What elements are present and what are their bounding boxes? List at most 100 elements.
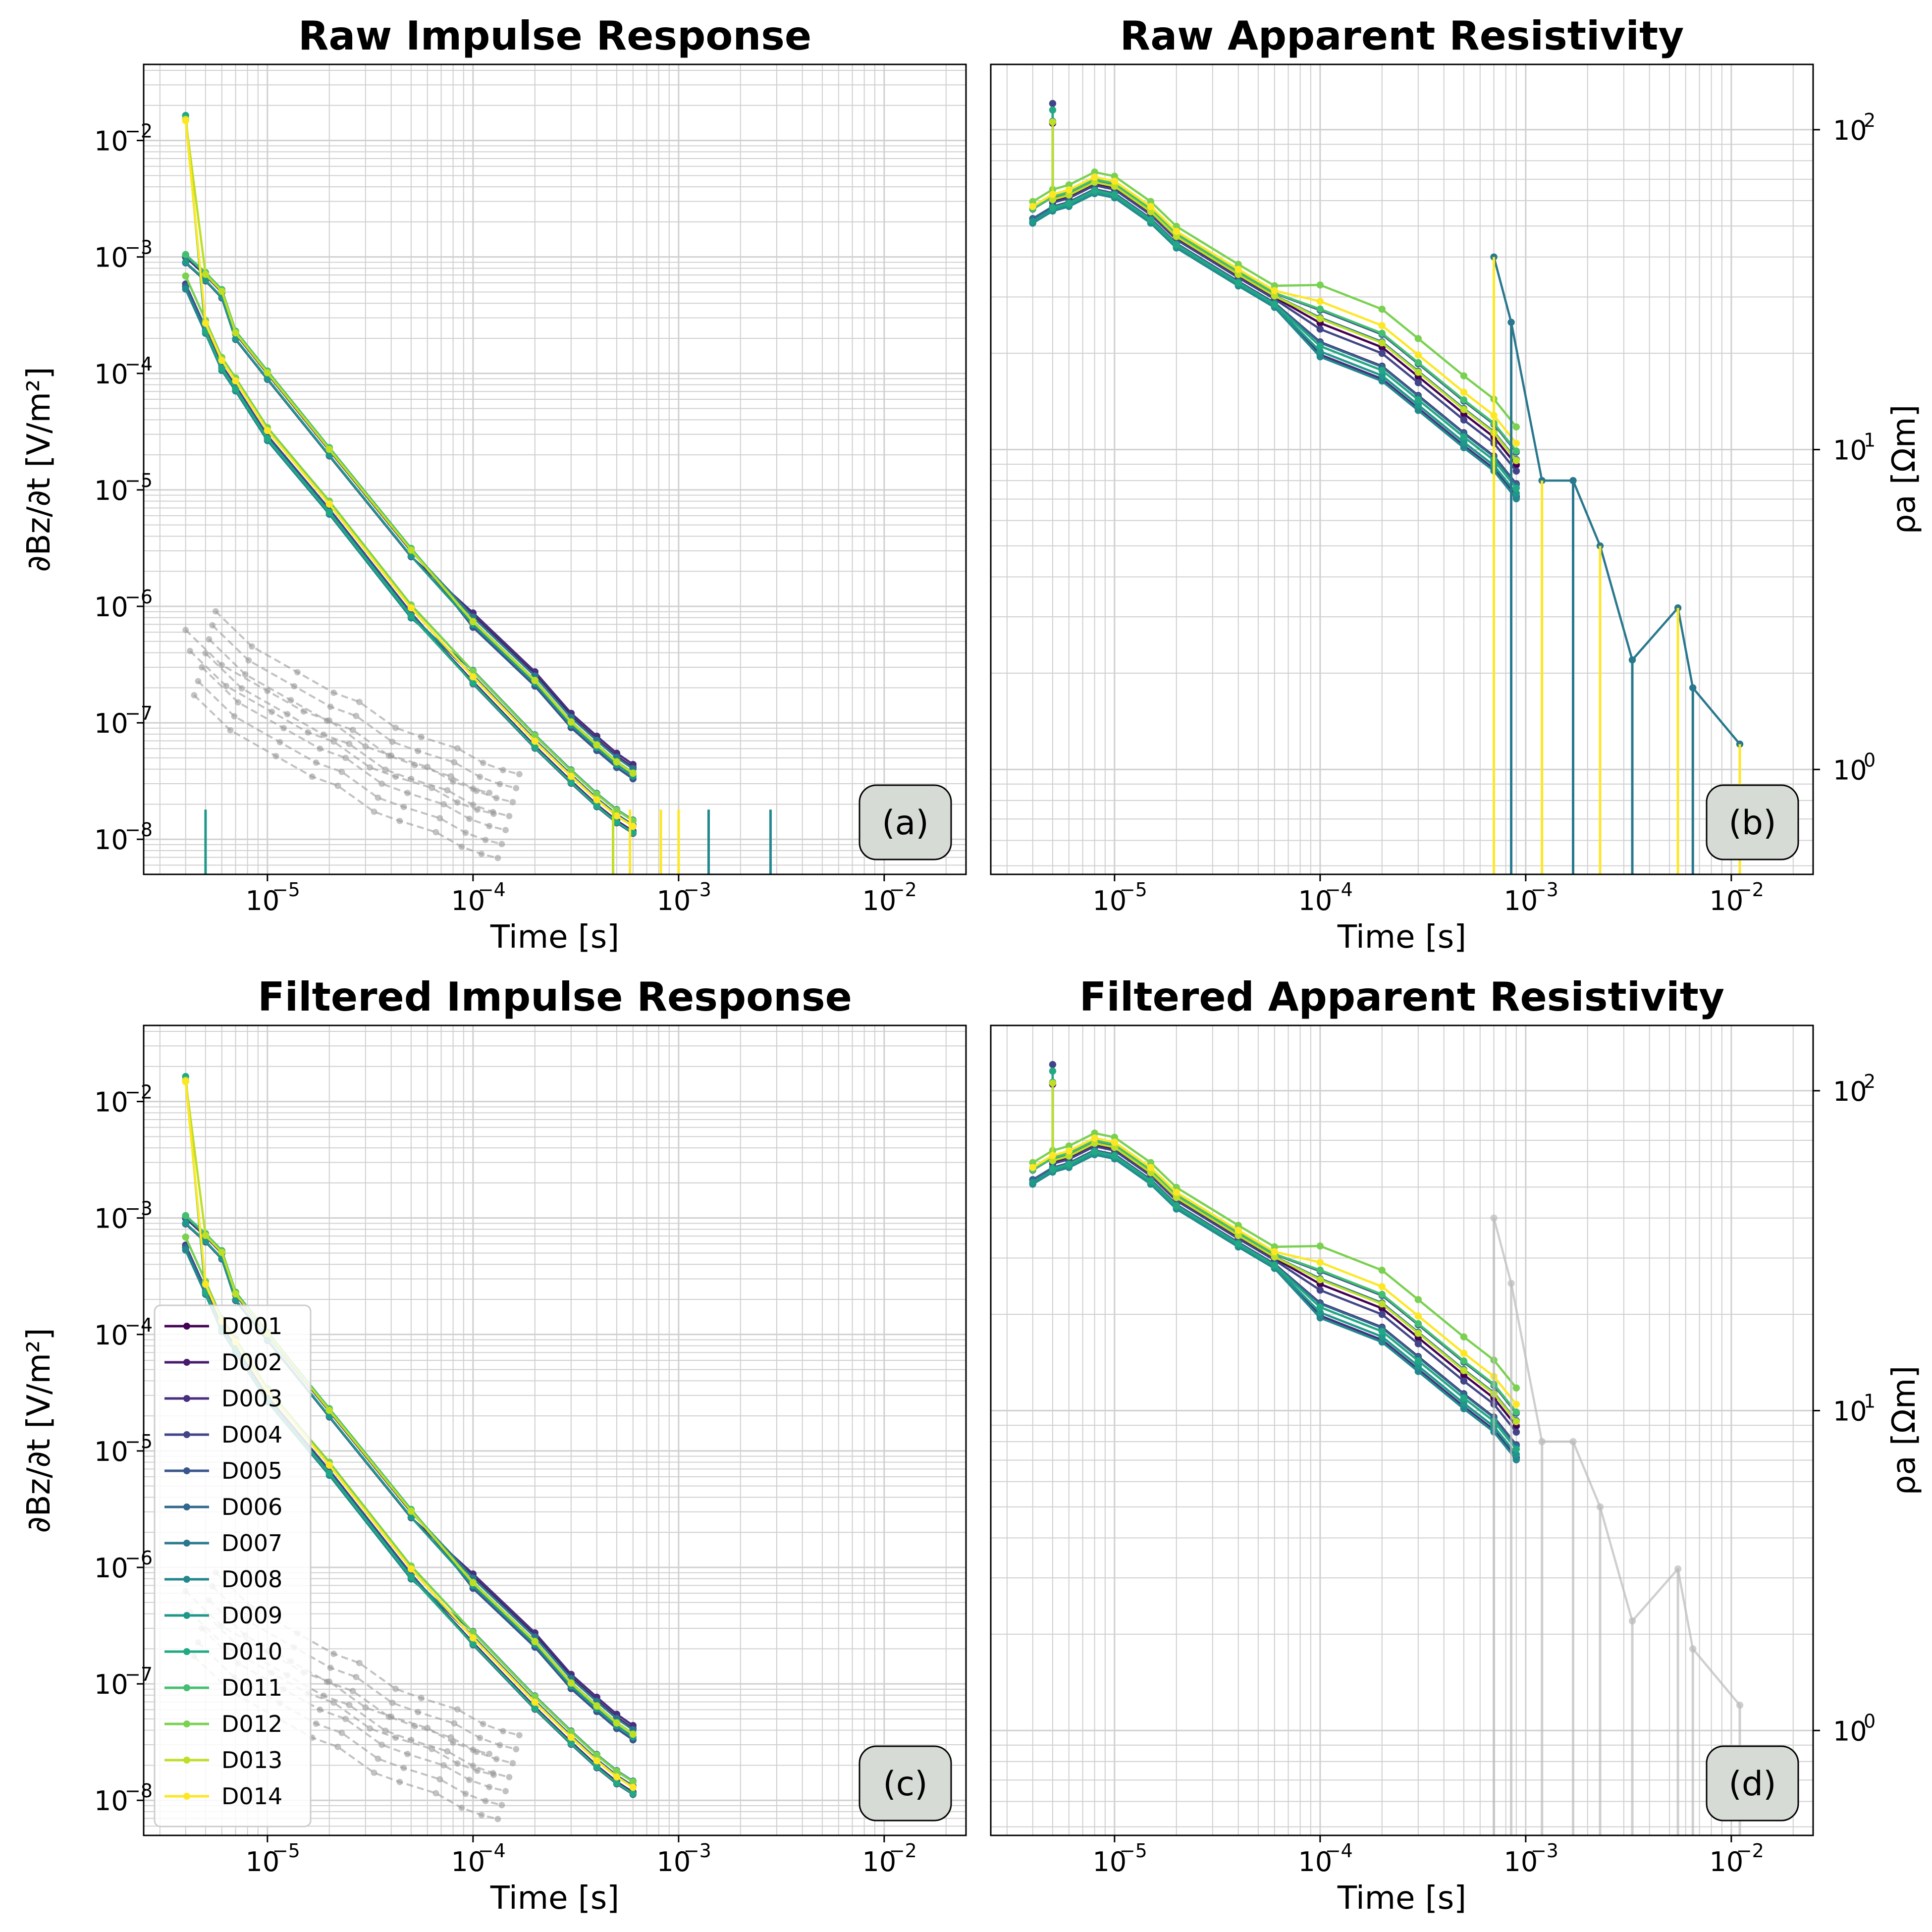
series-D013-point [1316,315,1324,322]
series-D010-point [1414,1357,1422,1365]
series-D010-point [1316,342,1324,350]
series-D008-point [182,285,189,293]
series-D014-point [1111,177,1119,185]
x-tick-exponent: −2 [1736,1840,1764,1862]
series-D004-point [1414,1340,1422,1347]
noise-floor-curve-point [466,815,473,822]
series-D012-point [1316,1242,1324,1250]
noise-floor-curve-point [498,841,505,848]
noise-floor-curve-point [480,759,486,766]
noise-floor-curve [208,1600,513,1765]
series-D013-point [1049,1079,1057,1087]
series-D012-point [1234,1222,1242,1229]
noise-floor-curve-point [309,773,316,780]
series-D013-point [1234,270,1242,278]
noise-floor-curve-point [516,771,523,778]
noise-floor-curve-point [454,1706,461,1713]
series-D008-point [1316,353,1324,361]
x-tick-exponent: −4 [478,1840,506,1862]
noise-floor-curve-point [473,787,480,794]
series-D013-point [613,758,621,766]
noise-floor-curve-point [447,1734,454,1741]
noise-floor-curve-point [346,741,353,748]
noise-floor-curve-point [451,1720,458,1727]
noise-floor-curve [212,624,517,789]
noise-floor-curve-point [353,1673,360,1680]
series-D010-point [1234,279,1242,286]
series-D014-point [1147,203,1155,210]
y-tick-label: 10 [94,242,128,273]
noise-floor-curve-point [349,1688,356,1694]
legend-label-D008: D008 [221,1566,282,1593]
series-D012-point [593,790,600,798]
legend-label-D003: D003 [221,1385,282,1412]
noise-floor-curve-point [470,1763,477,1770]
x-tick-exponent: −3 [1531,1840,1558,1862]
noise-floor-curve-point [494,1816,501,1823]
series-D014-point [531,738,538,745]
noise-floor-curve-point [478,1812,485,1819]
legend-marker-D011 [183,1684,190,1691]
series-D013-point [1147,208,1155,215]
series-D011-point [1316,305,1324,313]
x-tick-label: 10 [1298,885,1332,916]
noise-floor-curve-point [477,1734,483,1741]
series-D014-point [1316,298,1324,305]
series-D012-point [469,1628,477,1636]
panel-badge [859,1745,952,1822]
series-D012-point [1065,181,1073,189]
series-D014-point [613,1773,621,1781]
series-D014-point [629,822,637,830]
legend-label-D010: D010 [221,1638,282,1665]
noise-floor-curve [193,1655,498,1820]
noise-floor-curve [215,1571,520,1736]
noise-floor-curve-point [516,1732,523,1739]
noise-floor-curve-point [415,1709,422,1716]
legend-marker-D014 [183,1793,190,1800]
noise-floor-curve-point [327,703,334,710]
x-tick-label: 10 [1709,1846,1743,1878]
series-D012-point [1378,306,1386,313]
series-D013-point [1271,292,1278,300]
x-tick-exponent: −5 [1120,879,1147,901]
panel-badge-label: (b) [1728,804,1776,843]
noise-floor-curve-point [432,1790,439,1797]
series-D014-point [1029,203,1036,210]
series-D004-point [1512,1428,1520,1436]
noise-floor-curve-point [264,688,271,695]
x-axis-label: Time [s] [490,1880,619,1917]
y-tick-exponent: 1 [1864,1391,1876,1412]
series-D013-point [407,546,415,554]
series-D010-point [469,679,477,687]
noise-floor-curve-point [218,662,225,668]
series-D013 [1051,122,1517,462]
series-D010-point [1414,396,1422,404]
noise-floor-curve-point [458,1804,465,1811]
legend-marker-D012 [183,1720,190,1727]
series-D014-point [182,117,189,124]
series-D010-point [1091,1148,1098,1155]
series-D013-point [1065,1152,1073,1160]
series-D014-point [1460,388,1468,396]
legend-label-D006: D006 [221,1494,282,1520]
series-D010-point [593,802,600,810]
series-D010-point [218,365,225,373]
series-D013-point [202,1232,210,1239]
noise-floor-curve-point [330,1699,337,1706]
x-tick-label: 10 [862,885,896,916]
noise-floor-curve-point [317,1706,323,1713]
noise-floor-curve-point [342,754,349,761]
series-D013-point [1173,233,1180,240]
noise-floor-curve-point [327,1664,334,1671]
series-D004-point [1460,416,1468,424]
series-D009-point [232,1296,239,1304]
noise-floor-curve-point [268,708,275,715]
y-tick-label: 10 [94,1203,128,1234]
series-D014-point [1049,1152,1057,1159]
series-D009-point [1414,401,1422,409]
series-D012-point [1512,423,1520,431]
noise-floor-curve-point [404,790,411,797]
noise-floor-curve-point [317,745,323,752]
series-D014-point [469,673,477,681]
series-D014-point [567,772,575,780]
